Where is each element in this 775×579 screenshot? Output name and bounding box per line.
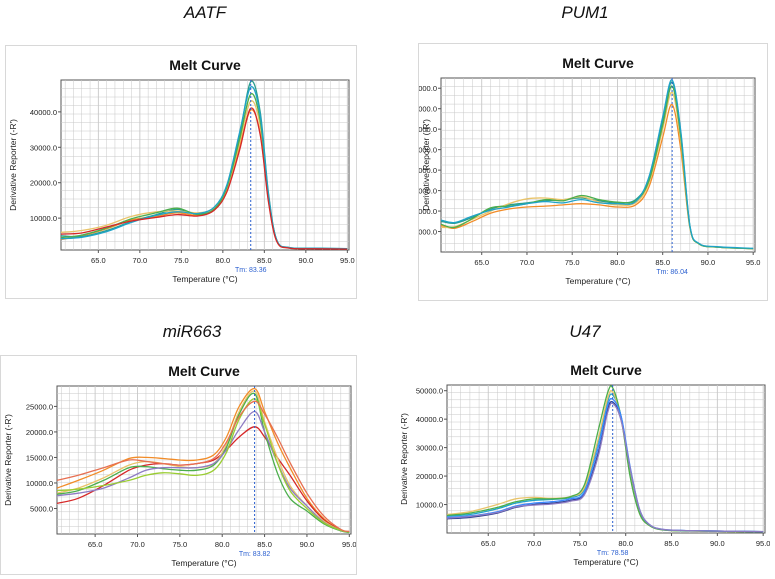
y-tick-label: 30000.0 xyxy=(30,143,57,152)
y-tick-label: 10000.0 xyxy=(30,214,57,223)
x-tick-label: 80.0 xyxy=(216,256,231,265)
x-tick-label: 95.0 xyxy=(756,539,770,548)
x-axis-label: Temperature (°C) xyxy=(171,558,236,568)
y-axis-label: Derivative Reporter (-R') xyxy=(3,414,13,506)
gene-title-u47: U47 xyxy=(569,322,601,341)
melt-curve-series-rep5 xyxy=(441,79,754,249)
chart-panel-mir663: Melt Curve 65.0 70.0 75.0 80.0 85.0 90.0 95.0 50… xyxy=(0,355,357,575)
y-tick-label: 5000.0 xyxy=(30,504,53,513)
chart-title: Melt Curve xyxy=(562,55,634,71)
x-tick-label: 80.0 xyxy=(610,258,625,267)
y-axis-label: Derivative Reporter (-R') xyxy=(399,413,409,505)
x-axis-label: Temperature (°C) xyxy=(565,276,630,286)
y-tick-label: 15000.0 xyxy=(26,453,53,462)
melt-curve-series-rep6 xyxy=(61,107,348,250)
x-tick-label: 95.0 xyxy=(746,258,761,267)
x-tick-label: 85.0 xyxy=(664,539,679,548)
y-tick-label: 10000.0 xyxy=(26,479,53,488)
x-axis-label: Temperature (°C) xyxy=(172,274,237,284)
melt-curve-series-rep5 xyxy=(57,410,350,533)
gene-title-pum1: PUM1 xyxy=(561,3,609,22)
y-tick-label: 20000.0 xyxy=(416,472,443,481)
x-tick-label: 85.0 xyxy=(655,258,670,267)
y-tick-label: 35000.0 xyxy=(419,105,437,114)
y-tick-label: 30000.0 xyxy=(419,125,437,134)
melt-curve-chart-mir663: Melt Curve 65.0 70.0 75.0 80.0 85.0 90.0 95.0 50… xyxy=(3,363,357,568)
melt-curve-series-rep4 xyxy=(57,392,350,534)
chart-panel-aatf: Melt Curve 65.0 70.0 75.0 80.0 85.0 90.0 95.0 10… xyxy=(5,45,357,299)
x-tick-label: 70.0 xyxy=(130,540,145,549)
y-tick-label: 30000.0 xyxy=(416,444,443,453)
x-tick-label: 80.0 xyxy=(215,540,230,549)
tm-label: Tm: 83.36 xyxy=(235,267,267,274)
tm-label: Tm: 78.58 xyxy=(597,550,629,557)
x-tick-label: 95.0 xyxy=(342,540,356,549)
y-tick-label: 40000.0 xyxy=(30,108,57,117)
x-tick-label: 75.0 xyxy=(173,540,188,549)
x-tick-label: 70.0 xyxy=(520,258,535,267)
x-tick-label: 95.0 xyxy=(340,256,355,265)
y-tick-label: 20000.0 xyxy=(26,428,53,437)
x-tick-label: 90.0 xyxy=(299,256,314,265)
x-tick-label: 90.0 xyxy=(710,539,725,548)
y-tick-label: 20000.0 xyxy=(419,166,437,175)
x-tick-label: 65.0 xyxy=(481,539,496,548)
x-tick-label: 70.0 xyxy=(527,539,542,548)
x-tick-label: 75.0 xyxy=(174,256,189,265)
y-tick-label: 20000.0 xyxy=(30,179,57,188)
melt-curve-series-rep6 xyxy=(447,402,764,533)
x-tick-label: 65.0 xyxy=(88,540,103,549)
y-tick-label: 5000.0 xyxy=(419,228,437,237)
chart-panel-pum1: Melt Curve 65.0 70.0 75.0 80.0 85.0 90.0 95.0 50… xyxy=(410,43,768,301)
x-tick-label: 90.0 xyxy=(300,540,315,549)
y-tick-label: 50000.0 xyxy=(416,387,443,396)
x-tick-label: 85.0 xyxy=(257,540,272,549)
chart-title: Melt Curve xyxy=(570,362,642,378)
chart-title: Melt Curve xyxy=(169,57,241,73)
melt-curve-chart-aatf: Melt Curve 65.0 70.0 75.0 80.0 85.0 90.0 95.0 10… xyxy=(8,57,355,284)
melt-curve-chart-u47: Melt Curve 65.0 70.0 75.0 80.0 85.0 90.0 95.0 10… xyxy=(399,362,770,567)
melt-curve-series-rep7 xyxy=(57,400,350,533)
gene-title-aatf: AATF xyxy=(183,3,227,22)
y-tick-label: 25000.0 xyxy=(26,402,53,411)
x-tick-label: 90.0 xyxy=(701,258,716,267)
tm-label: Tm: 86.04 xyxy=(656,269,688,276)
gene-title-mir663: miR663 xyxy=(162,322,222,341)
x-tick-label: 70.0 xyxy=(133,256,148,265)
chart-panel-u47: Melt Curve 65.0 70.0 75.0 80.0 85.0 90.0 95.0 10… xyxy=(397,357,770,573)
x-axis-label: Temperature (°C) xyxy=(573,557,638,567)
y-axis-label: Derivative Reporter (-R') xyxy=(8,119,18,211)
melt-curve-series-rep4 xyxy=(447,385,764,533)
x-tick-label: 75.0 xyxy=(573,539,588,548)
x-tick-label: 65.0 xyxy=(91,256,106,265)
x-tick-label: 85.0 xyxy=(257,256,272,265)
tm-label: Tm: 83.82 xyxy=(239,551,271,558)
x-tick-label: 80.0 xyxy=(618,539,633,548)
melt-curve-series-rep1 xyxy=(57,387,350,533)
y-tick-label: 40000.0 xyxy=(416,415,443,424)
y-tick-label: 15000.0 xyxy=(419,187,437,196)
melt-curve-chart-pum1: Melt Curve 65.0 70.0 75.0 80.0 85.0 90.0 95.0 50… xyxy=(410,55,761,286)
y-tick-label: 25000.0 xyxy=(419,146,437,155)
y-tick-label: 10000.0 xyxy=(419,207,437,216)
y-axis-label: Derivative Reporter (-R') xyxy=(421,119,431,211)
x-tick-label: 65.0 xyxy=(474,258,489,267)
chart-title: Melt Curve xyxy=(168,363,240,379)
x-tick-label: 75.0 xyxy=(565,258,580,267)
y-tick-label: 10000.0 xyxy=(416,501,443,510)
melt-curve-series-rep6 xyxy=(57,398,350,533)
y-tick-label: 40000.0 xyxy=(419,84,437,93)
